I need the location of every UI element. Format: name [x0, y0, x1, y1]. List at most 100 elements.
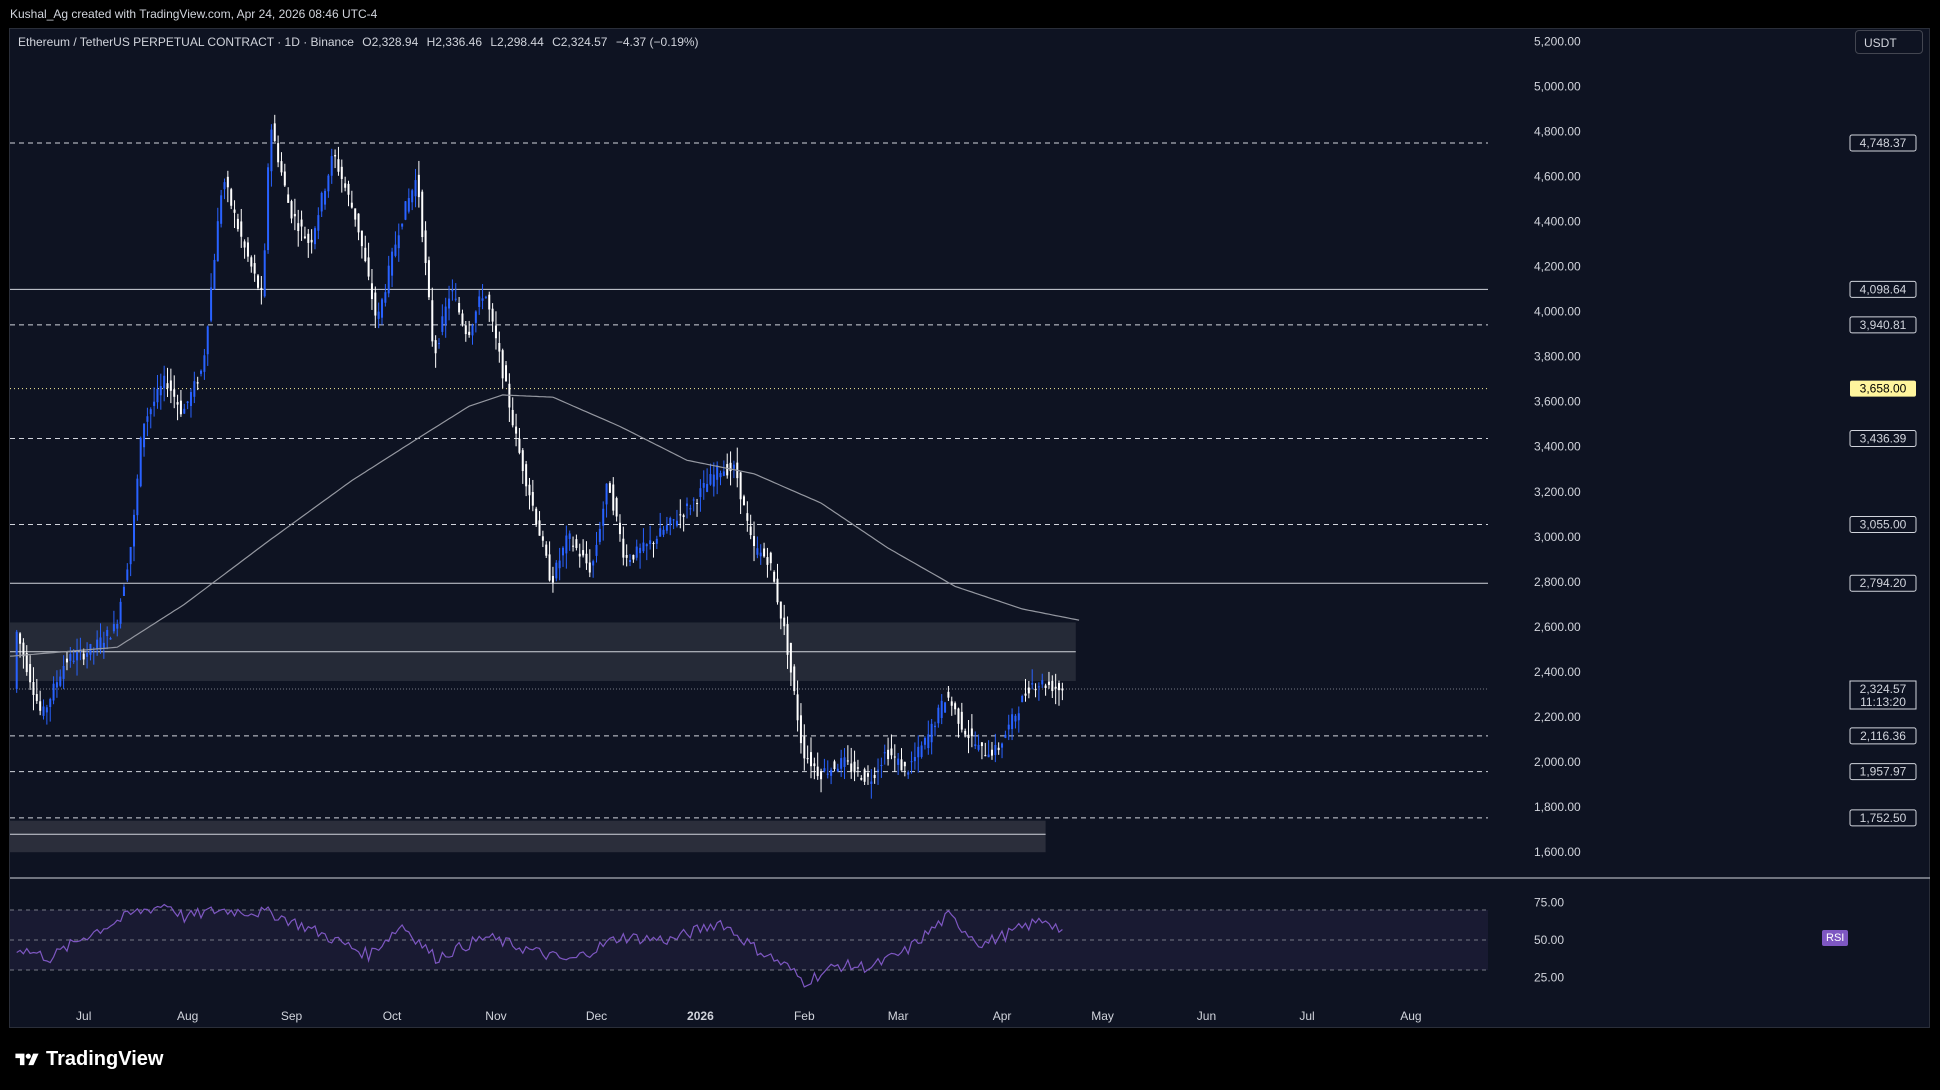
candle-body [783, 617, 786, 627]
candle-body [833, 761, 836, 770]
footer: TradingView [0, 1028, 1940, 1090]
chart-frame[interactable] [9, 28, 1930, 1028]
candle-body [213, 259, 216, 290]
candle-body [45, 707, 48, 713]
candle-body [307, 233, 310, 243]
candle-body [200, 370, 203, 374]
candle-body [250, 257, 253, 267]
level-price-label-box [1849, 134, 1917, 152]
candle-body [1061, 688, 1064, 691]
candle-body [706, 483, 709, 492]
last-price-box [1849, 680, 1917, 710]
candle-body [381, 299, 384, 318]
candle-body [163, 375, 166, 389]
candle-body [35, 694, 38, 701]
candle-body [257, 275, 260, 288]
candle-body [789, 642, 792, 673]
candle-body [702, 483, 705, 488]
rsi-axis-tick: 50.00 [1534, 933, 1564, 947]
candle-body [354, 208, 357, 220]
candle-body [997, 747, 1000, 751]
price-axis-tick: 5,000.00 [1534, 79, 1581, 93]
level-price-label-box [1850, 380, 1916, 397]
candle-body [732, 464, 735, 469]
currency-button[interactable]: USDT [1855, 30, 1923, 54]
candle-body [803, 736, 806, 759]
candle-body [22, 642, 25, 657]
candle-body [287, 194, 290, 203]
tradingview-logo[interactable]: TradingView [12, 1048, 163, 1071]
candle-body [159, 386, 162, 396]
price-axis-tick: 3,800.00 [1534, 350, 1581, 364]
price-axis-tick: 4,000.00 [1534, 305, 1581, 319]
candle-body [277, 143, 280, 163]
candle-body [488, 294, 491, 310]
candle-body [119, 601, 122, 624]
candle-body [230, 189, 233, 206]
candle-body [411, 190, 414, 203]
candle-body [793, 666, 796, 692]
time-axis-label: Jun [1197, 1009, 1216, 1023]
level-price-label-box [1849, 515, 1917, 533]
candle-body [166, 383, 169, 389]
candle-body [769, 552, 772, 564]
candle-body [726, 464, 729, 476]
candle-body [873, 774, 876, 779]
candle-body [716, 465, 719, 480]
candle-body [521, 450, 524, 472]
candle-body [675, 520, 678, 526]
candle-body [722, 471, 725, 476]
candle-body [1034, 689, 1037, 691]
candle-body [19, 633, 22, 644]
candle-body [317, 215, 320, 231]
legend-high: H2,336.46 [426, 35, 483, 49]
level-price-label: 2,794.20 [1860, 576, 1907, 590]
candle-body [642, 542, 645, 552]
candle-body [273, 123, 276, 142]
candle-body [696, 502, 699, 504]
candle-body [303, 236, 306, 239]
candle-body [116, 623, 119, 629]
candle-body [474, 311, 477, 323]
legend-open: O2,328.94 [362, 35, 419, 49]
candle-body [357, 213, 360, 233]
candle-body [561, 547, 564, 556]
level-price-label-box [1849, 316, 1917, 334]
time-axis-label: Jul [76, 1009, 91, 1023]
candle-body [313, 228, 316, 245]
candle-body [954, 703, 957, 710]
candle-body [799, 715, 802, 744]
candle-body [25, 652, 28, 673]
candle-body [454, 298, 457, 300]
candle-body [629, 559, 632, 563]
price-axis-tick: 5,200.00 [1534, 34, 1581, 48]
candle-body [293, 213, 296, 217]
candle-body [421, 191, 424, 238]
candle-body [856, 767, 859, 769]
candle-body [377, 311, 380, 319]
candle-body [659, 528, 662, 537]
candle-body [622, 538, 625, 558]
candle-body [766, 557, 769, 565]
legend-symbol: Ethereum / TetherUS PERPETUAL CONTRACT ·… [18, 35, 354, 49]
candle-body [853, 761, 856, 773]
candle-body [779, 601, 782, 619]
candle-body [870, 781, 873, 784]
candle-body [458, 302, 461, 313]
candle-body [749, 526, 752, 536]
candle-body [270, 129, 273, 172]
candle-body [840, 758, 843, 769]
candle-body [719, 473, 722, 478]
candle-body [176, 402, 179, 405]
candle-body [1058, 683, 1061, 691]
candle-body [823, 768, 826, 772]
candle-body [877, 769, 880, 771]
candle-body [679, 514, 682, 516]
candle-body [86, 653, 89, 657]
candle-body [578, 553, 581, 557]
candle-body [246, 242, 249, 257]
candle-body [987, 754, 990, 758]
candle-body [528, 484, 531, 496]
price-axis-tick: 4,600.00 [1534, 169, 1581, 183]
